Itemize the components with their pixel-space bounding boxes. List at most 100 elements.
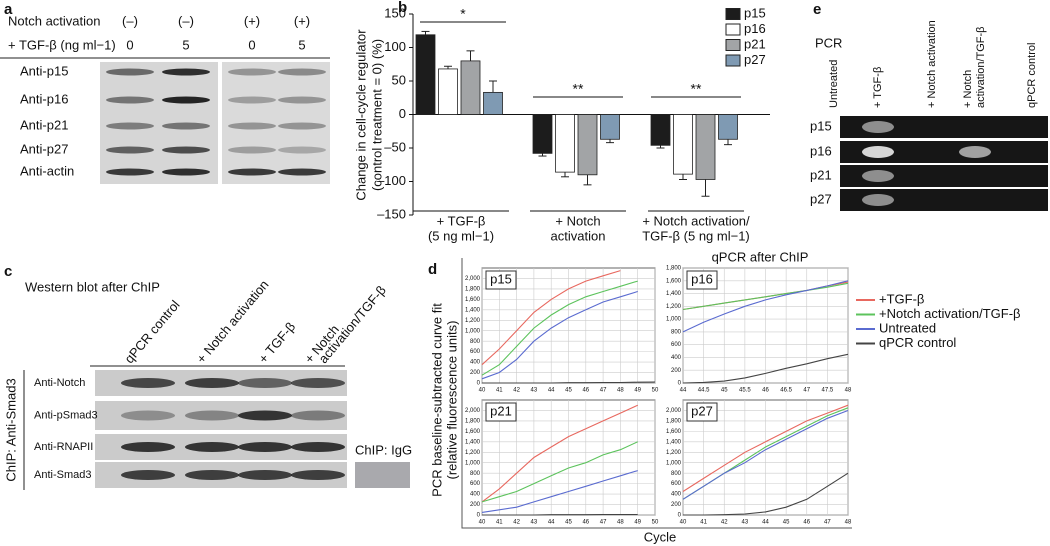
y-tick-label: 0: [678, 513, 682, 519]
error-bar: [583, 174, 592, 186]
band: [185, 442, 239, 452]
y-tick-label: 200: [671, 502, 682, 508]
x-tick-label: 48: [617, 388, 624, 394]
significance-mark: **: [691, 81, 702, 97]
legend-label: Untreated: [879, 320, 936, 335]
category-label: activation: [551, 228, 606, 243]
column-label: activation/TGF-β: [975, 26, 987, 108]
error-bar: [538, 153, 547, 157]
x-axis-label: Cycle: [644, 529, 677, 544]
band: [121, 378, 175, 388]
column-label: + Notch: [962, 70, 974, 108]
column-label: + Notch activation: [926, 20, 938, 108]
bar: [483, 91, 503, 115]
x-tick-label: 48: [845, 388, 852, 394]
band: [238, 378, 292, 388]
row-label: Anti-p21: [20, 117, 68, 132]
curve: [481, 290, 638, 380]
y-tick-label: –50: [384, 139, 406, 154]
x-tick-label: 50: [652, 520, 659, 526]
x-tick-label: 47: [824, 520, 831, 526]
y-tick-label: 1,200: [465, 450, 481, 456]
header-value: (–): [178, 13, 194, 28]
y-tick-label: 2,000: [465, 408, 481, 414]
band: [278, 96, 326, 104]
y-tick-label: 400: [671, 492, 682, 498]
y-tick-label: 800: [470, 471, 481, 477]
error-bar: [561, 172, 569, 178]
band: [291, 470, 345, 480]
y-tick-label: 1,800: [465, 418, 481, 424]
category-label: TGF-β (5 ng ml−1): [642, 228, 750, 243]
x-tick-label: 44: [548, 388, 555, 394]
x-tick-label: 41: [496, 388, 503, 394]
curve: [682, 409, 849, 500]
x-tick-label: 44: [680, 388, 687, 394]
y-tick-label: 1,800: [666, 418, 682, 424]
column-label: Untreated: [828, 60, 840, 108]
band: [278, 68, 326, 76]
y-tick-label: 2,000: [465, 276, 481, 282]
x-tick-label: 48: [617, 520, 624, 526]
error-bar: [489, 80, 497, 93]
band: [238, 410, 292, 421]
band: [238, 442, 292, 452]
band: [106, 168, 154, 176]
legend-label: p21: [744, 36, 766, 51]
plot-name: p16: [691, 271, 713, 286]
band: [291, 410, 345, 421]
x-tick-label: 49: [634, 520, 641, 526]
y-axis-label: PCR baseline-subtracted curve fit: [429, 303, 444, 497]
control-label: ChIP: IgG: [355, 442, 412, 457]
band: [162, 122, 210, 130]
y-tick-label: 1,800: [465, 286, 481, 292]
header-value: 5: [182, 37, 189, 52]
plot-name: p15: [490, 271, 512, 286]
y-tick-label: 200: [470, 370, 481, 376]
row-label: Anti-actin: [20, 163, 74, 178]
curve: [682, 282, 849, 311]
x-tick-label: 44: [762, 520, 769, 526]
legend-label: qPCR control: [879, 335, 956, 350]
significance-mark: *: [460, 6, 466, 22]
band: [291, 378, 345, 388]
column-label: qPCR control: [1026, 43, 1038, 108]
error-bar: [444, 65, 452, 69]
row-label: Anti-p16: [20, 91, 68, 106]
x-tick-label: 50: [652, 388, 659, 394]
band: [162, 146, 210, 154]
gel: [840, 116, 1048, 138]
x-tick-label: 47.5: [822, 388, 834, 394]
y-tick-label: 200: [671, 368, 682, 374]
panel-title: PCR: [815, 35, 842, 50]
header-label: Notch activation: [8, 13, 101, 28]
bar: [695, 114, 716, 180]
frame: [461, 258, 852, 529]
error-bar: [421, 30, 430, 35]
category-label: + Notch activation/: [642, 213, 750, 228]
y-tick-label: 200: [470, 502, 481, 508]
bar: [415, 34, 436, 115]
gel: [840, 189, 1048, 211]
curve: [682, 353, 849, 384]
band: [228, 146, 276, 154]
y-tick-label: 2,000: [666, 408, 682, 414]
band: [862, 146, 894, 158]
y-tick-label: 1,600: [465, 297, 481, 303]
row-label: Anti-p15: [20, 63, 68, 78]
y-tick-label: –150: [377, 206, 406, 221]
header-value: (+): [294, 13, 310, 28]
legend-swatch: [725, 8, 741, 20]
x-tick-label: 49: [634, 388, 641, 394]
x-tick-label: 47: [600, 520, 607, 526]
y-tick-label: 1,200: [666, 450, 682, 456]
error-bar: [679, 174, 687, 180]
bar: [460, 60, 481, 115]
band: [185, 378, 239, 388]
error-bar: [656, 145, 665, 149]
panel-label: d: [428, 261, 437, 278]
x-tick-label: 43: [531, 520, 538, 526]
bar: [555, 114, 575, 173]
y-tick-label: 0: [477, 381, 481, 387]
row-label: p16: [810, 143, 832, 158]
